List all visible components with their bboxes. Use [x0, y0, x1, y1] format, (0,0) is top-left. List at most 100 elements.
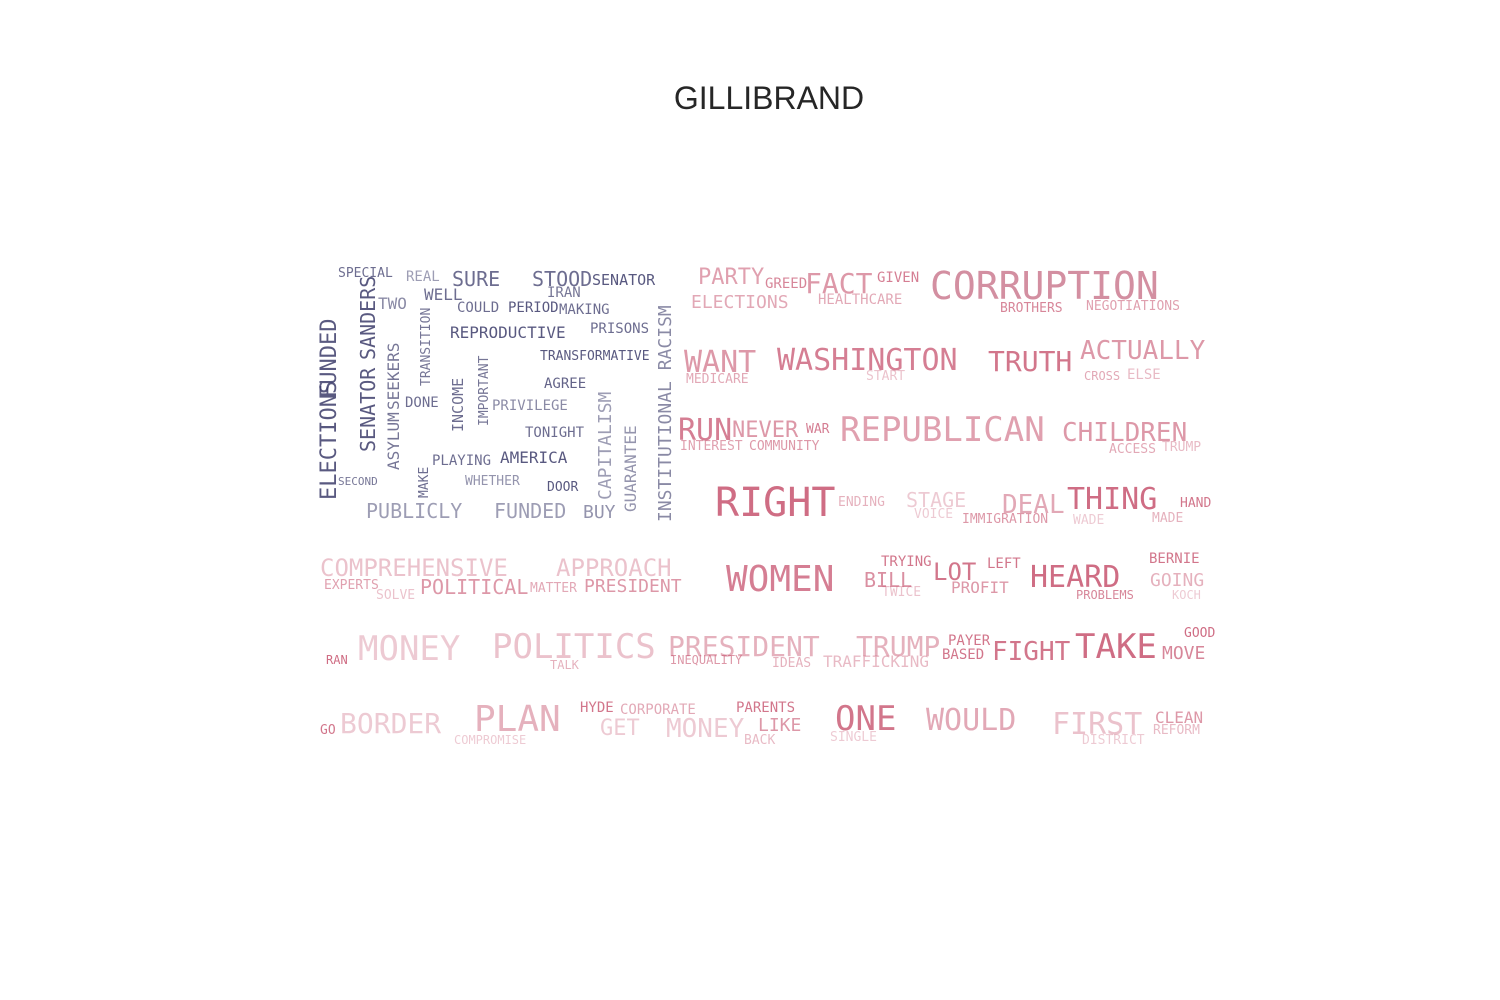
cloud-word: THING	[1067, 482, 1158, 517]
cloud-word: TRANSITION	[419, 307, 434, 386]
cloud-word: REAL	[406, 269, 440, 285]
cloud-word: MAKING	[559, 302, 610, 318]
cloud-word: CORPORATE	[620, 702, 696, 718]
cloud-word: FACT	[805, 267, 873, 300]
cloud-word: ELECTIONS	[691, 292, 789, 313]
cloud-word: WADE	[1073, 513, 1105, 528]
cloud-word: SURE	[452, 267, 501, 291]
cloud-word: ONE	[835, 699, 897, 739]
cloud-word: PRESIDENT	[668, 630, 820, 663]
cloud-word: POLITICAL	[420, 575, 529, 599]
cloud-word: BROTHERS	[1000, 301, 1063, 316]
cloud-word: SINGLE	[830, 730, 877, 745]
cloud-word: DEAL	[1002, 490, 1065, 520]
cloud-word: WELL	[424, 285, 463, 304]
cloud-word: CROSS	[1084, 369, 1121, 383]
cloud-word: LIKE	[758, 715, 802, 736]
cloud-word: DOOR	[547, 480, 579, 495]
cloud-word: BASED	[942, 647, 985, 663]
cloud-word: AGREE	[544, 376, 587, 392]
cloud-word: SANDERS	[356, 275, 380, 360]
cloud-word: WOULD	[926, 703, 1017, 738]
cloud-word: SECOND	[338, 475, 378, 488]
cloud-word: SENATOR	[356, 367, 380, 452]
cloud-word: TRYING	[881, 554, 932, 570]
cloud-word: GREED	[765, 276, 808, 292]
cloud-word: LEFT	[987, 556, 1021, 572]
cloud-word: PRIVILEGE	[492, 398, 568, 414]
cloud-word: POLITICS	[492, 627, 656, 667]
cloud-word: TAKE	[1075, 627, 1157, 667]
cloud-word: EXPERTS	[324, 578, 379, 593]
cloud-word: PROFIT	[951, 578, 1009, 597]
cloud-word: FUNDED	[494, 499, 567, 523]
cloud-word: MOVE	[1162, 643, 1206, 664]
cloud-word: INTEREST	[680, 439, 743, 454]
cloud-word: WANT	[684, 345, 757, 380]
cloud-word: AMERICA	[500, 448, 568, 467]
cloud-word: GOING	[1150, 570, 1205, 591]
cloud-word: START	[866, 369, 906, 384]
cloud-word: COULD	[457, 300, 500, 316]
cloud-word: COMPREHENSIVE	[320, 554, 508, 582]
cloud-word: IMPORTANT	[477, 355, 492, 426]
cloud-word: INSTITUTIONAL RACISM	[655, 305, 676, 522]
cloud-word: SOLVE	[376, 588, 416, 603]
cloud-word: GUARANTEE	[621, 425, 640, 512]
cloud-word: RIGHT	[715, 480, 836, 526]
cloud-word: VOICE	[914, 507, 954, 522]
cloud-word: IDEAS	[772, 656, 812, 671]
cloud-word: PARTY	[698, 265, 765, 290]
cloud-word: HYDE	[580, 700, 614, 716]
cloud-word: PLAYING	[432, 453, 492, 469]
cloud-word: NEVER	[732, 418, 799, 443]
cloud-word: MONEY	[666, 714, 745, 744]
cloud-word: MONEY	[358, 629, 461, 669]
cloud-word: TONIGHT	[525, 425, 585, 441]
cloud-word: STAGE	[906, 488, 967, 512]
cloud-word: TALK	[550, 658, 579, 672]
cloud-word: MADE	[1152, 511, 1184, 526]
cloud-word: MATTER	[530, 581, 577, 596]
cloud-word: INCOME	[449, 377, 467, 432]
cloud-word: ELSE	[1127, 367, 1161, 383]
cloud-word: GOOD	[1184, 626, 1216, 641]
cloud-word: DONE	[405, 395, 439, 411]
cloud-word: BACK	[744, 733, 776, 748]
cloud-word: REFORM	[1153, 723, 1200, 738]
cloud-word: PUBLICLY	[366, 499, 463, 523]
cloud-word: PARENTS	[736, 700, 796, 716]
cloud-word: CHILDREN	[1062, 418, 1188, 448]
cloud-word: BUY	[583, 502, 616, 523]
cloud-word: BORDER	[340, 707, 442, 740]
cloud-word: WASHINGTON	[777, 343, 958, 378]
cloud-word: ACTUALLY	[1080, 336, 1206, 366]
cloud-word: FUNDED	[317, 318, 342, 398]
cloud-word: COMPROMISE	[454, 733, 527, 747]
cloud-word: GET	[600, 716, 640, 741]
cloud-word: PAYER	[948, 633, 991, 649]
cloud-word: WAR	[806, 422, 830, 437]
word-cloud: CORRUPTION WOMEN RIGHT REPUBLICAN MONEY POLIT…	[300, 250, 1240, 770]
cloud-word: HEALTHCARE	[818, 292, 903, 308]
cloud-word: SEEKERS	[384, 342, 403, 410]
cloud-word: SPECIAL	[338, 266, 393, 281]
cloud-word: LOT	[933, 558, 977, 586]
cloud-word: ACCESS	[1109, 442, 1156, 457]
cloud-word: PERIOD	[508, 300, 559, 316]
cloud-word: BILL	[864, 568, 913, 592]
cloud-word: RAN	[326, 653, 348, 667]
cloud-word: IRAN	[547, 285, 581, 301]
cloud-word: TRAFFICKING	[823, 652, 929, 671]
cloud-word: WOMEN	[726, 559, 835, 600]
cloud-word: TRUMP	[856, 630, 941, 663]
cloud-word: DISTRICT	[1082, 733, 1145, 748]
cloud-word: CLEAN	[1155, 708, 1204, 727]
cloud-word: CORRUPTION	[930, 264, 1159, 308]
page-title: GILLIBRAND	[673, 80, 865, 116]
cloud-word: MEDICARE	[686, 372, 749, 387]
cloud-word: TRUTH	[988, 345, 1073, 378]
cloud-word: ENDING	[838, 495, 885, 510]
cloud-word: TRANSFORMATIVE	[540, 349, 650, 364]
cloud-word: TWO	[378, 294, 407, 313]
